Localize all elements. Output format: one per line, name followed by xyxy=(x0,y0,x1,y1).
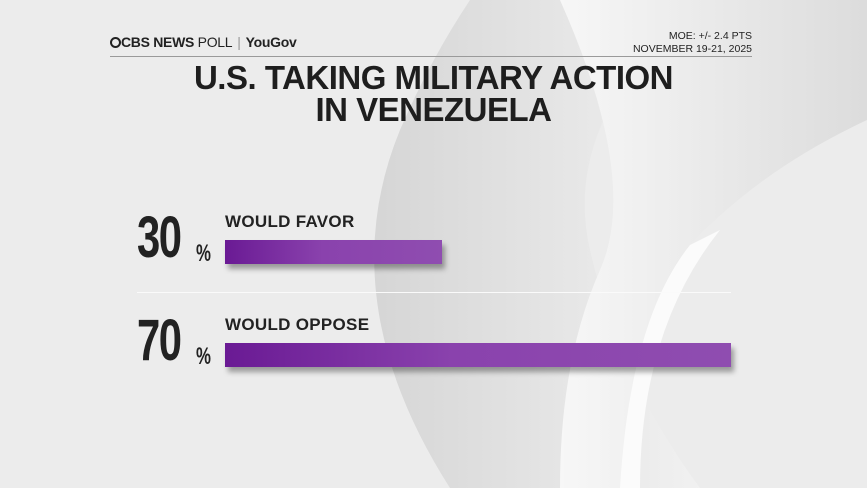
header-rule xyxy=(110,56,752,57)
bar xyxy=(225,240,442,264)
cbs-news-poll-logo: CBS NEWS POLL | YouGov xyxy=(110,34,297,50)
percent-sign: % xyxy=(196,240,211,267)
poll-dates: NOVEMBER 19-21, 2025 xyxy=(632,43,752,55)
value-label: 70 xyxy=(137,308,182,373)
bar xyxy=(225,343,731,367)
percent-sign: % xyxy=(196,343,211,370)
brand-cbs: CBS NEWS xyxy=(121,34,195,50)
title-line-1: U.S. TAKING MILITARY ACTION xyxy=(193,59,674,96)
category-label: WOULD OPPOSE xyxy=(225,315,370,334)
cbs-eye-icon xyxy=(110,37,121,48)
chart-title: U.S. TAKING MILITARY ACTION IN VENEZUELA xyxy=(0,59,867,128)
title-line-2: IN VENEZUELA xyxy=(315,91,552,128)
row-divider xyxy=(137,292,731,293)
category-label: WOULD FAVOR xyxy=(225,212,355,231)
poll-meta: MOE: +/- 2.4 PTS NOVEMBER 19-21, 2025 xyxy=(633,30,752,56)
brand-partner: YouGov xyxy=(245,34,297,50)
margin-of-error: MOE: +/- 2.4 PTS xyxy=(668,30,752,42)
value-label: 30 xyxy=(137,205,182,270)
brand-poll: POLL xyxy=(197,34,233,50)
